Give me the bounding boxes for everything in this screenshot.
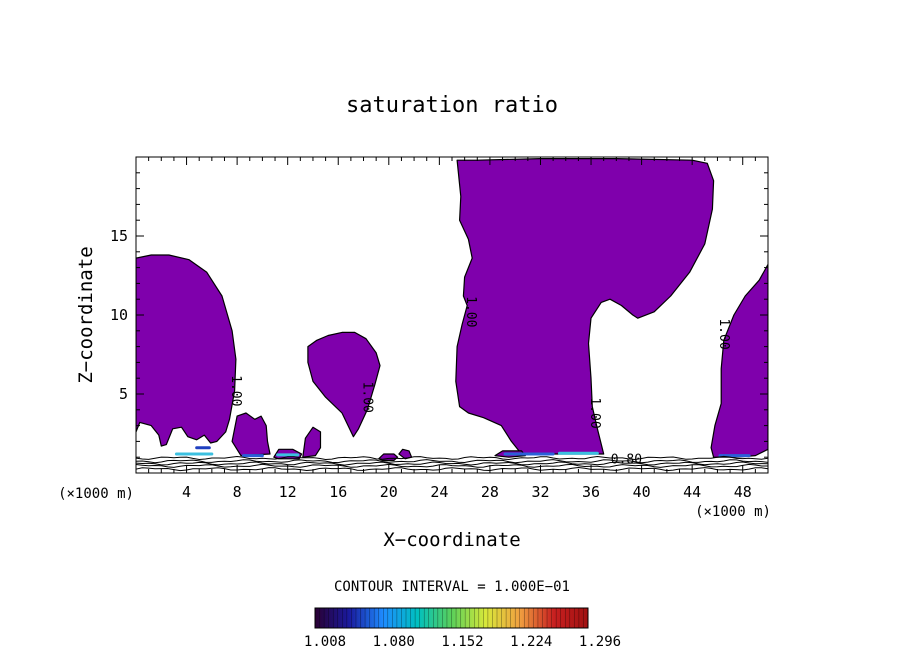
x-tick-label: 20 [380,483,398,501]
colorbar-label: 1.008 [304,634,346,650]
chart-title: saturation ratio [346,93,558,118]
shaded-region-left [136,254,237,447]
y-axis-label: Z−coordinate [75,246,97,383]
colorbar: 1.008 1.080 1.152 1.224 1.296 [304,607,621,650]
surface-contour-line [136,466,768,472]
surface-contour-line [136,455,768,461]
x-tick-label: 24 [430,483,448,501]
contour-interval-text: CONTOUR INTERVAL = 1.000E−01 [334,579,570,595]
contour-label: 1.00 [463,296,478,327]
x-tick-label: 48 [734,483,752,501]
colorbar-label: 1.224 [510,634,552,650]
shaded-region-mid [307,331,381,438]
x-tick-label: 4 [182,483,191,501]
contour-label: 0.80 [611,453,642,468]
contour-label: 1.00 [587,397,602,428]
x-tick-label: 36 [582,483,600,501]
colorbar-label: 1.296 [579,634,621,650]
x-tick-label: 8 [233,483,242,501]
shaded-blob-1 [302,426,322,458]
colorbar-label: 1.080 [373,634,415,650]
plot-area: 1.00 1.00 1.00 1.00 1.00 0.80 [136,158,768,472]
shaded-region-center [455,158,715,455]
colorbar-label: 1.152 [441,634,483,650]
y-tick-label: 5 [119,385,128,403]
shaded-region-right [710,263,768,458]
x-tick-label: 16 [329,483,347,501]
surface-contour-line [136,461,768,466]
y-tick-label: 15 [110,227,128,245]
surface-contour-line [136,459,768,464]
x-unit-right: (×1000 m) [695,504,771,520]
x-tick-label: 32 [531,483,549,501]
shaded-region-right-lobe-a [231,412,271,457]
x-tick-label: 40 [633,483,651,501]
x-tick-label: 12 [279,483,297,501]
contour-label: 1.00 [360,382,375,413]
y-tick-label: 10 [110,306,128,324]
x-axis-label: X−coordinate [383,529,520,551]
surface-contour-line [136,463,768,468]
x-unit-left: (×1000 m) [58,486,134,502]
contour-label: 1.00 [228,375,243,406]
x-tick-label: 44 [683,483,701,501]
x-tick-label: 28 [481,483,499,501]
contour-label: 1.00 [716,318,731,349]
